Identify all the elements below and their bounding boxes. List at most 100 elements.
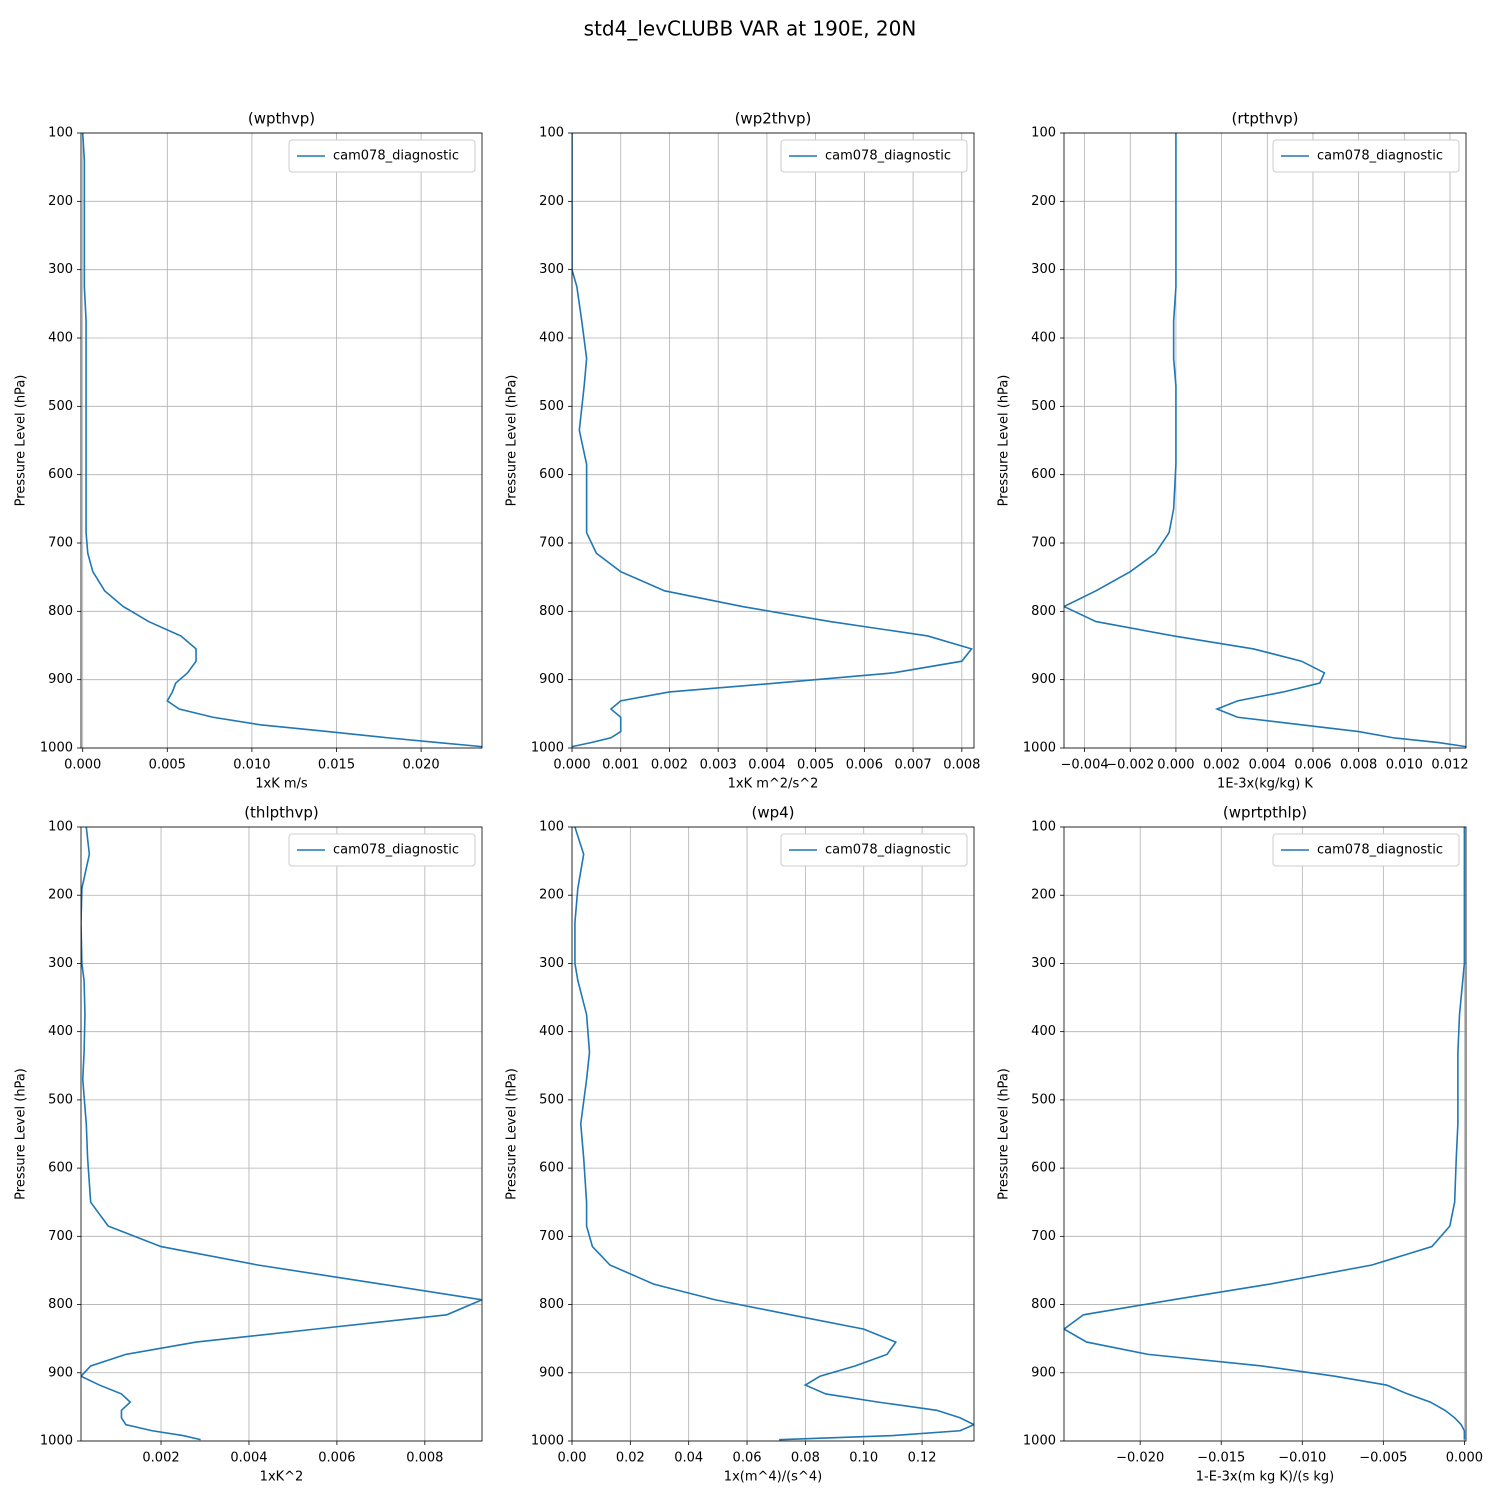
y-tick-label: 800 [1031, 1297, 1056, 1312]
y-axis-label: Pressure Level (hPa) [14, 1068, 29, 1200]
legend-label: cam078_diagnostic [1317, 843, 1443, 858]
x-tick-label: 0.002 [651, 758, 688, 773]
x-tick-label: 0.004 [748, 758, 785, 773]
y-tick-label: 1000 [40, 1434, 73, 1449]
x-tick-label: 0.010 [1386, 758, 1423, 773]
subplot-title: (rtpthvp) [1231, 110, 1298, 128]
legend-box [288, 139, 476, 173]
y-tick-label: 700 [1031, 536, 1056, 551]
y-tick-label: 500 [1031, 1092, 1056, 1107]
y-axis-label: Pressure Level (hPa) [997, 375, 1012, 507]
subplot-title: (wpthvp) [248, 110, 315, 128]
y-tick-label: 900 [1031, 1365, 1056, 1380]
y-axis-label: Pressure Level (hPa) [14, 375, 29, 507]
x-tick-label: 0.006 [1294, 758, 1331, 773]
y-tick-label: 100 [1031, 820, 1056, 835]
series-line [1064, 133, 1466, 748]
y-tick-label: 500 [48, 1092, 73, 1107]
x-tick-label: 0.002 [1203, 758, 1240, 773]
x-tick-label: 0.020 [402, 758, 439, 773]
x-tick-label: −0.020 [1116, 1451, 1164, 1466]
y-tick-label: 500 [539, 399, 564, 414]
x-tick-label: 0.08 [791, 1451, 820, 1466]
series-line [1064, 827, 1466, 1440]
y-tick-label: 300 [48, 956, 73, 971]
y-tick-label: 100 [48, 820, 73, 835]
y-tick-label: 400 [48, 331, 73, 346]
x-tick-label: 0.02 [616, 1451, 645, 1466]
subplot-title: (wp4) [751, 804, 794, 822]
y-tick-label: 800 [48, 604, 73, 619]
y-tick-label: 400 [1031, 1024, 1056, 1039]
subplot-title: (wp2thvp) [735, 110, 812, 128]
series-line [572, 133, 973, 748]
x-tick-label: 0.000 [64, 758, 101, 773]
x-tick-label: 0.008 [943, 758, 980, 773]
axes-frame [1063, 826, 1467, 1442]
x-tick-label: 0.004 [1249, 758, 1286, 773]
x-tick-label: 0.006 [846, 758, 883, 773]
x-axis-label: 1xK^2 [260, 1470, 304, 1485]
y-tick-label: 700 [539, 536, 564, 551]
y-tick-label: 200 [48, 888, 73, 903]
legend-box [288, 833, 476, 867]
y-axis-label: Pressure Level (hPa) [505, 1068, 520, 1200]
y-axis-label: Pressure Level (hPa) [505, 375, 520, 507]
x-tick-label: 0.000 [1446, 1451, 1483, 1466]
y-tick-label: 900 [539, 672, 564, 687]
axes-frame [1063, 132, 1467, 749]
x-tick-label: 0.001 [602, 758, 639, 773]
x-tick-label: 0.008 [1340, 758, 1377, 773]
y-tick-label: 100 [1031, 126, 1056, 141]
y-tick-label: 1000 [40, 741, 73, 756]
axes-frame [571, 132, 975, 749]
x-tick-label: 0.12 [908, 1451, 937, 1466]
x-tick-label: −0.004 [1061, 758, 1109, 773]
x-tick-label: 0.06 [733, 1451, 762, 1466]
legend-label: cam078_diagnostic [333, 149, 459, 164]
axes-frame [80, 132, 483, 749]
y-tick-label: 900 [48, 672, 73, 687]
x-tick-label: 0.000 [1157, 758, 1194, 773]
x-tick-label: 0.008 [406, 1451, 443, 1466]
y-tick-label: 300 [48, 262, 73, 277]
y-tick-label: 1000 [1023, 1434, 1056, 1449]
y-tick-label: 100 [539, 126, 564, 141]
x-tick-label: 0.00 [558, 1451, 587, 1466]
y-tick-label: 900 [539, 1365, 564, 1380]
x-tick-label: 0.10 [849, 1451, 878, 1466]
x-tick-label: −0.005 [1359, 1451, 1407, 1466]
subplot-title: (thlpthvp) [244, 804, 319, 822]
x-tick-label: 0.007 [894, 758, 931, 773]
legend-label: cam078_diagnostic [1317, 149, 1443, 164]
y-tick-label: 400 [48, 1024, 73, 1039]
y-tick-label: 100 [539, 820, 564, 835]
y-axis-label: Pressure Level (hPa) [997, 1068, 1012, 1200]
y-tick-label: 900 [48, 1365, 73, 1380]
y-tick-label: 1000 [531, 1434, 564, 1449]
y-tick-label: 800 [539, 604, 564, 619]
x-axis-label: 1x(m^4)/(s^4) [724, 1470, 822, 1485]
y-tick-label: 700 [48, 1229, 73, 1244]
y-tick-label: 200 [48, 194, 73, 209]
subplot-title: (wprtpthlp) [1223, 804, 1307, 822]
y-tick-label: 500 [48, 399, 73, 414]
y-tick-label: 400 [1031, 331, 1056, 346]
x-tick-label: 0.04 [674, 1451, 703, 1466]
y-tick-label: 200 [539, 194, 564, 209]
y-tick-label: 300 [1031, 262, 1056, 277]
legend-box [780, 833, 968, 867]
x-tick-label: 0.015 [318, 758, 355, 773]
axes-frame [571, 826, 975, 1442]
x-axis-label: 1xK m^2/s^2 [728, 777, 819, 792]
x-tick-label: 0.003 [700, 758, 737, 773]
x-tick-label: 0.004 [230, 1451, 267, 1466]
y-tick-label: 200 [1031, 888, 1056, 903]
x-tick-label: 0.006 [318, 1451, 355, 1466]
legend-label: cam078_diagnostic [825, 149, 951, 164]
y-tick-label: 700 [539, 1229, 564, 1244]
legend-label: cam078_diagnostic [333, 843, 459, 858]
y-tick-label: 700 [48, 536, 73, 551]
